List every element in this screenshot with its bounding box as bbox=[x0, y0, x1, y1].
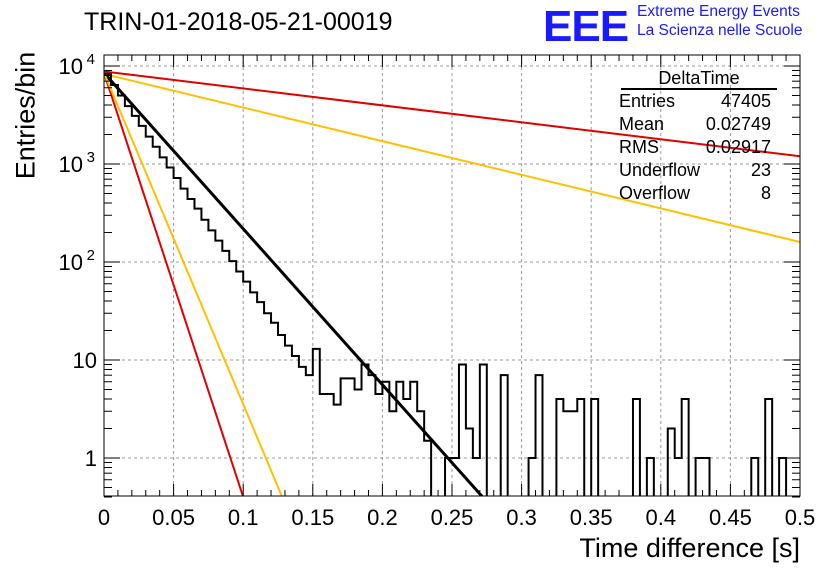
y-tick-exponent: 3 bbox=[87, 149, 95, 166]
y-tick-label: 10 bbox=[59, 250, 83, 275]
stats-value: 47405 bbox=[720, 91, 771, 111]
x-axis-label: Time difference [s] bbox=[579, 533, 800, 563]
y-tick-label: 10 bbox=[73, 348, 97, 373]
stats-label: RMS bbox=[619, 137, 659, 157]
y-axis-label: Entries/bin bbox=[10, 51, 41, 180]
stats-value: 8 bbox=[760, 183, 771, 203]
histogram bbox=[104, 72, 788, 496]
stats-label: Mean bbox=[619, 114, 665, 134]
eee-logo-text: Extreme Energy Events La Scienza nelle S… bbox=[637, 2, 802, 40]
eee-logo: EEE bbox=[543, 2, 629, 51]
logo-line-2: La Scienza nelle Scuole bbox=[637, 22, 803, 39]
stats-row: Overflow 8 bbox=[611, 182, 777, 205]
stats-value: 23 bbox=[750, 160, 771, 180]
stats-value: 0.02749 bbox=[705, 114, 771, 134]
y-tick-exponent: 2 bbox=[87, 247, 95, 264]
stats-value: 0.02917 bbox=[705, 137, 771, 157]
stats-label: Underflow bbox=[619, 160, 701, 180]
fit-line bbox=[104, 70, 800, 158]
x-tick-label: 0.4 bbox=[646, 505, 677, 530]
x-tick-label: 0.3 bbox=[506, 505, 537, 530]
fit-line bbox=[104, 72, 800, 243]
x-tick-label: 0.05 bbox=[152, 505, 195, 530]
stats-row: RMS 0.02917 bbox=[611, 136, 777, 159]
plot-area bbox=[104, 70, 800, 496]
x-tick-label: 0.25 bbox=[431, 505, 474, 530]
x-tick-label: 0.35 bbox=[570, 505, 613, 530]
y-tick-label: 1 bbox=[85, 446, 97, 471]
fit-line bbox=[104, 72, 244, 496]
y-tick-exponent: 4 bbox=[87, 51, 95, 68]
x-tick-label: 0.1 bbox=[228, 505, 259, 530]
stats-label: Overflow bbox=[619, 183, 691, 203]
y-tick-label: 10 bbox=[59, 152, 83, 177]
fit-line bbox=[104, 72, 283, 496]
y-tick-label: 10 bbox=[59, 54, 83, 79]
x-tick-label: 0.5 bbox=[785, 505, 816, 530]
x-tick-label: 0.15 bbox=[291, 505, 334, 530]
x-tick-label: 0.2 bbox=[367, 505, 398, 530]
stats-label: Entries bbox=[619, 91, 676, 111]
stats-box: DeltaTime Entries 47405 Mean 0.02749 RMS 0.… bbox=[611, 68, 777, 205]
stats-row: Mean 0.02749 bbox=[611, 113, 777, 136]
logo-line-1: Extreme Energy Events bbox=[637, 3, 800, 20]
fit-line bbox=[104, 71, 484, 496]
x-tick-label: 0.45 bbox=[709, 505, 752, 530]
stats-row: Entries 47405 bbox=[611, 90, 777, 113]
stats-title: DeltaTime bbox=[621, 68, 777, 90]
x-tick-label: 0 bbox=[98, 505, 110, 530]
chart-title: TRIN-01-2018-05-21-00019 bbox=[84, 8, 393, 36]
stats-row: Underflow 23 bbox=[611, 159, 777, 182]
